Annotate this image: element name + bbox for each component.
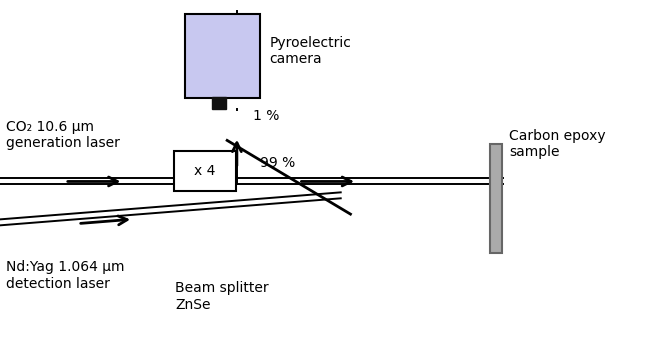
Text: CO₂ 10.6 μm
generation laser: CO₂ 10.6 μm generation laser — [6, 120, 120, 150]
Text: 1 %: 1 % — [253, 109, 280, 123]
Bar — [212, 97, 226, 109]
Text: Beam splitter
ZnSe: Beam splitter ZnSe — [175, 282, 269, 312]
Text: 99 %: 99 % — [260, 156, 295, 170]
Text: Pyroelectric
camera: Pyroelectric camera — [269, 36, 351, 66]
Bar — [174, 151, 236, 191]
Bar — [490, 144, 502, 253]
Text: x 4: x 4 — [194, 164, 215, 178]
Bar — [185, 14, 260, 98]
Text: Nd:Yag 1.064 μm
detection laser: Nd:Yag 1.064 μm detection laser — [6, 260, 125, 291]
Text: Carbon epoxy
sample: Carbon epoxy sample — [509, 129, 606, 159]
